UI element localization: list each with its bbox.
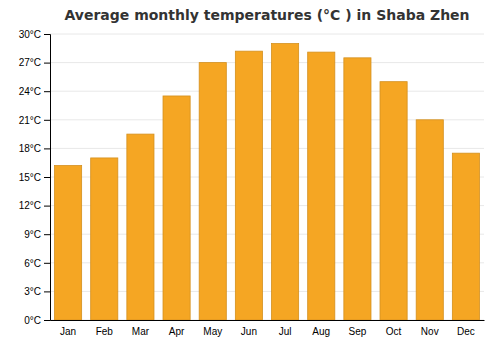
chart-container: 0°C 3°C 6°C 9°C 12°C 15°C 18°C 21°C 24°C 27°C 30°C… bbox=[0, 0, 500, 350]
tick: 24°C bbox=[19, 86, 50, 97]
tick-label: 0°C bbox=[24, 315, 41, 326]
tick: 9°C bbox=[24, 229, 50, 240]
bar bbox=[380, 82, 407, 320]
grid-line bbox=[50, 62, 484, 63]
tick-mark bbox=[44, 34, 50, 35]
plot-area: 0°C 3°C 6°C 9°C 12°C 15°C 18°C 21°C 24°C 27°C 30°C… bbox=[19, 29, 485, 337]
tick: May bbox=[203, 326, 222, 337]
tick-mark bbox=[44, 263, 50, 264]
bar bbox=[416, 120, 443, 320]
tick: 15°C bbox=[19, 172, 50, 183]
tick: 3°C bbox=[24, 286, 50, 297]
tick-label: May bbox=[203, 326, 222, 337]
bar bbox=[163, 96, 190, 320]
tick: 27°C bbox=[19, 57, 50, 68]
tick: 18°C bbox=[19, 143, 50, 154]
tick-label: Apr bbox=[169, 326, 185, 337]
bar bbox=[452, 153, 479, 320]
tick-label: Mar bbox=[132, 326, 150, 337]
tick: 21°C bbox=[19, 115, 50, 126]
tick-label: Feb bbox=[96, 326, 114, 337]
grid-line bbox=[50, 34, 484, 35]
tick: Aug bbox=[312, 326, 330, 337]
tick: Jul bbox=[279, 326, 292, 337]
tick-label: Jan bbox=[60, 326, 76, 337]
tick: Apr bbox=[169, 326, 185, 337]
tick: 0°C bbox=[24, 315, 50, 326]
tick-mark bbox=[44, 63, 50, 64]
tick-label: 30°C bbox=[19, 29, 41, 40]
tick: 6°C bbox=[24, 258, 50, 269]
tick-mark bbox=[44, 234, 50, 235]
tick-label: Sep bbox=[349, 326, 367, 337]
bars bbox=[55, 44, 480, 320]
tick: 30°C bbox=[19, 29, 50, 40]
tick: Dec bbox=[457, 326, 475, 337]
tick-label: 15°C bbox=[19, 172, 41, 183]
tick-label: 21°C bbox=[19, 115, 41, 126]
tick-label: 3°C bbox=[24, 286, 41, 297]
tick-label: 24°C bbox=[19, 86, 41, 97]
bar bbox=[272, 44, 299, 320]
axis-line bbox=[44, 35, 51, 321]
tick-mark bbox=[44, 320, 50, 321]
tick-mark bbox=[44, 177, 50, 178]
tick: Sep bbox=[349, 326, 367, 337]
tick-label: 9°C bbox=[24, 229, 41, 240]
tick: Jan bbox=[60, 326, 76, 337]
bar bbox=[127, 134, 154, 320]
tick: Jun bbox=[241, 326, 257, 337]
tick-label: Nov bbox=[421, 326, 439, 337]
tick: Nov bbox=[421, 326, 439, 337]
chart-svg: 0°C 3°C 6°C 9°C 12°C 15°C 18°C 21°C 24°C 27°C 30°C… bbox=[0, 0, 500, 350]
bar bbox=[344, 58, 371, 320]
tick-label: 6°C bbox=[24, 258, 41, 269]
bar bbox=[91, 158, 118, 320]
chart-title: Average monthly temperatures (°C ) in Sh… bbox=[64, 7, 469, 23]
axis-line bbox=[51, 320, 485, 321]
tick-mark bbox=[44, 148, 50, 149]
tick-label: Dec bbox=[457, 326, 475, 337]
tick-mark bbox=[44, 206, 50, 207]
tick-label: 18°C bbox=[19, 143, 41, 154]
tick-label: Oct bbox=[386, 326, 402, 337]
tick: Oct bbox=[386, 326, 402, 337]
tick: Mar bbox=[132, 326, 150, 337]
tick-label: Aug bbox=[312, 326, 330, 337]
tick-label: Jul bbox=[279, 326, 292, 337]
x-axis: Jan Feb Mar Apr May Jun Jul Aug Sep Oct Nov Dec bbox=[51, 321, 485, 338]
tick-mark bbox=[44, 91, 50, 92]
grid-line bbox=[50, 91, 484, 92]
tick-label: 27°C bbox=[19, 57, 41, 68]
grid bbox=[50, 34, 484, 320]
bar bbox=[308, 52, 335, 320]
tick: 12°C bbox=[19, 200, 50, 211]
y-axis: 0°C 3°C 6°C 9°C 12°C 15°C 18°C 21°C 24°C 27°C 30°C bbox=[19, 29, 51, 326]
bar bbox=[199, 63, 226, 320]
bar bbox=[235, 51, 262, 320]
tick-label: 12°C bbox=[19, 200, 41, 211]
tick-mark bbox=[44, 291, 50, 292]
tick-mark bbox=[44, 120, 50, 121]
tick: Feb bbox=[96, 326, 114, 337]
tick-label: Jun bbox=[241, 326, 257, 337]
bar bbox=[55, 166, 82, 320]
